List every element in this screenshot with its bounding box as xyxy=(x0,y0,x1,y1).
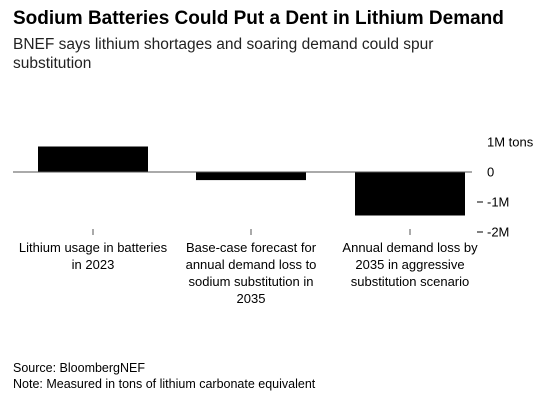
y-tick-label-4: -2M xyxy=(487,225,509,240)
category-label-3: Annual demand loss by 2035 in aggressive s… xyxy=(342,240,478,289)
category-labels: Lithium usage in batteries in 2023 Base-ca… xyxy=(19,240,478,306)
chart-subtitle: BNEF says lithium shortages and soaring … xyxy=(13,36,434,72)
y-tick-label-3: -1M xyxy=(487,195,509,210)
chart-title: Sodium Batteries Could Put a Dent in Lit… xyxy=(13,8,504,29)
y-tick-label-2: 0 xyxy=(487,165,494,180)
footnote: Note: Measured in tons of lithium carbon… xyxy=(13,377,316,391)
y-tick-label-1: 1M tons xyxy=(487,135,534,150)
category-label-2: Base-case forecast for annual demand loss… xyxy=(186,240,317,306)
source-note: Source: BloombergNEF xyxy=(13,361,146,375)
bar-3 xyxy=(355,172,465,216)
category-label-1: Lithium usage in batteries in 2023 xyxy=(19,240,168,272)
bar-2 xyxy=(196,172,306,181)
bars-layer xyxy=(38,146,465,216)
axis-layer: 1M tons 0 -1M -2M xyxy=(13,135,534,240)
bar-1 xyxy=(38,146,148,172)
